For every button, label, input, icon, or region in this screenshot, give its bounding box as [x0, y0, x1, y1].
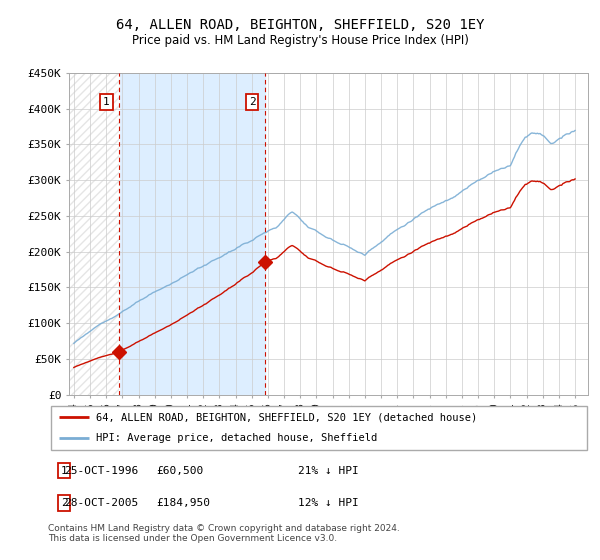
Text: 25-OCT-1996: 25-OCT-1996 [64, 465, 139, 475]
Text: 64, ALLEN ROAD, BEIGHTON, SHEFFIELD, S20 1EY: 64, ALLEN ROAD, BEIGHTON, SHEFFIELD, S20… [116, 18, 484, 32]
Text: 21% ↓ HPI: 21% ↓ HPI [298, 465, 359, 475]
Text: 2: 2 [249, 97, 256, 107]
Text: 2: 2 [61, 498, 68, 508]
Text: £60,500: £60,500 [157, 465, 204, 475]
Text: 1: 1 [103, 97, 110, 107]
Bar [119, 73, 265, 395]
FancyBboxPatch shape [51, 406, 587, 450]
Text: 1: 1 [61, 465, 68, 475]
Text: HPI: Average price, detached house, Sheffield: HPI: Average price, detached house, Shef… [96, 433, 377, 444]
Text: 28-OCT-2005: 28-OCT-2005 [64, 498, 139, 508]
Text: 64, ALLEN ROAD, BEIGHTON, SHEFFIELD, S20 1EY (detached house): 64, ALLEN ROAD, BEIGHTON, SHEFFIELD, S20… [96, 412, 477, 422]
Bar [66, 73, 119, 395]
Text: 12% ↓ HPI: 12% ↓ HPI [298, 498, 359, 508]
Bar [66, 73, 119, 395]
Text: Price paid vs. HM Land Registry's House Price Index (HPI): Price paid vs. HM Land Registry's House … [131, 34, 469, 47]
Text: Contains HM Land Registry data © Crown copyright and database right 2024.
This d: Contains HM Land Registry data © Crown c… [48, 524, 400, 543]
Text: £184,950: £184,950 [157, 498, 211, 508]
